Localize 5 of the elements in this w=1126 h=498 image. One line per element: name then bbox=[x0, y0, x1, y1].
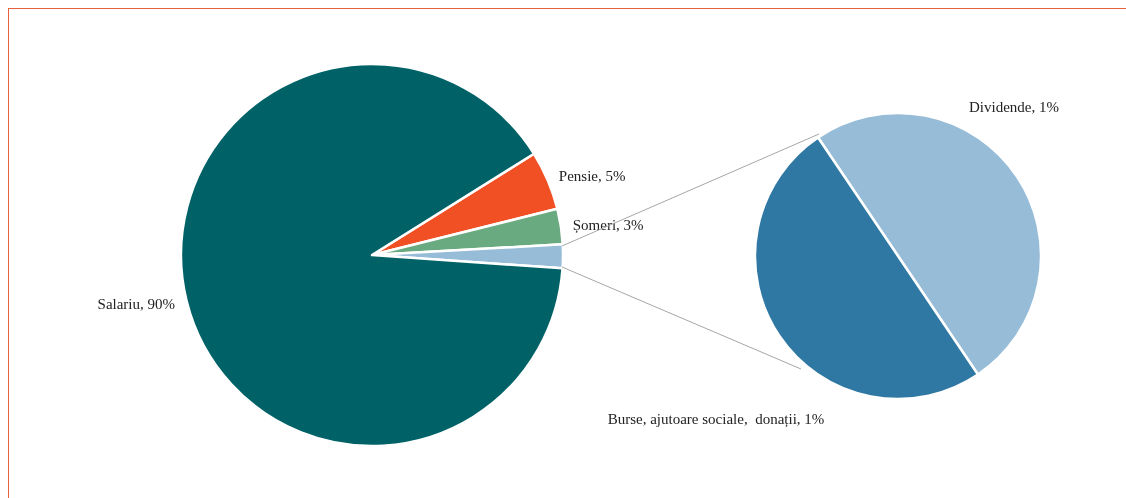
slice-label: Dividende, 1% bbox=[969, 99, 1059, 115]
slice-label: Șomeri, 3% bbox=[572, 216, 644, 234]
slice-label: Pensie, 5% bbox=[558, 167, 626, 184]
slice-label: Burse, ajutoare sociale, donații, 1% bbox=[607, 411, 825, 428]
slice-label: Salariu, 90% bbox=[97, 296, 176, 313]
